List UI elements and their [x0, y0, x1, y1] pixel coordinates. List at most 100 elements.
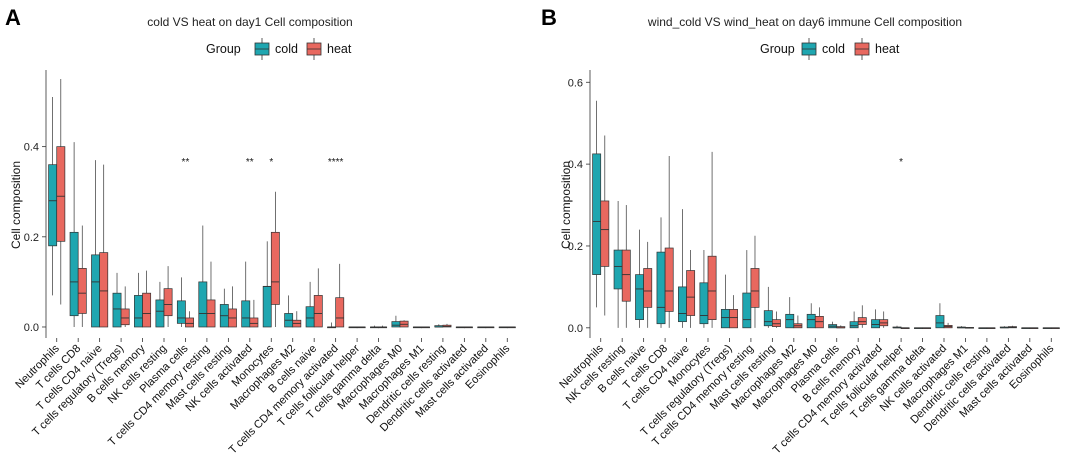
- panel-a-ytick-label: 0.4: [24, 142, 39, 154]
- panel-a-legend: Group cold heat: [206, 38, 352, 60]
- panel-b-ytick-label: 0.6: [568, 77, 583, 89]
- panel-b-ylabel: Cell composition: [559, 161, 573, 249]
- panel-a-significance-marker: **: [182, 157, 190, 168]
- legend-b-heat-label: heat: [875, 42, 900, 56]
- panel-a-category-group: [112, 272, 130, 328]
- panel-b-box-cold: [892, 325, 902, 329]
- panel-b-box-cold: [1021, 327, 1031, 329]
- panel-b-legend: Group cold heat: [760, 38, 900, 60]
- iqr-box: [120, 308, 130, 326]
- legend-a-cold-label: cold: [275, 42, 298, 56]
- panel-b-box-cold: [635, 229, 644, 328]
- panel-b-box-cold: [742, 250, 752, 329]
- panel-a-category-group: [241, 261, 259, 328]
- panel-b-box-cold: [914, 327, 923, 329]
- panel-b-category-group: [785, 297, 803, 329]
- panel-b-category-group: [806, 303, 824, 329]
- iqr-box: [77, 268, 87, 314]
- panel-a-box-heat: [313, 268, 323, 328]
- panel-a-category-group: [155, 266, 173, 328]
- panel-a-box-heat: [142, 270, 152, 328]
- panel-a-box-cold: [348, 326, 358, 329]
- panel-a-box-cold: [91, 160, 100, 328]
- panel-a-category-group: [391, 315, 409, 328]
- panel-a-box-heat: [292, 311, 302, 328]
- iqr-box: [806, 313, 816, 329]
- panel-b-box-heat: [643, 241, 653, 328]
- panel-a-box-heat: [399, 320, 409, 328]
- panel-a-box-cold: [391, 315, 401, 328]
- panel-b-box-heat: [943, 322, 953, 329]
- panel-a-category-group: [198, 225, 216, 328]
- panel-b-box-heat: [707, 151, 717, 328]
- panel-a-box-cold: [327, 322, 336, 329]
- panel-a-category-group: [305, 268, 323, 328]
- panel-b-category-group: [978, 327, 996, 329]
- panel-a-box-cold: [241, 261, 251, 328]
- iqr-box: [48, 164, 58, 247]
- panel-a-box-heat: [335, 263, 345, 328]
- panel-b-box-cold: [785, 297, 795, 329]
- iqr-box: [313, 295, 323, 328]
- panel-a-category-group: [477, 326, 495, 329]
- panel-b-category-group: [914, 327, 932, 329]
- iqr-box: [613, 249, 623, 290]
- iqr-box: [849, 321, 859, 329]
- panel-b-box-cold: [656, 217, 666, 328]
- panel-a-box-heat: [206, 261, 216, 328]
- iqr-box: [241, 300, 251, 328]
- panel-b-box-heat: [750, 235, 760, 328]
- panel-a-box-heat: [421, 326, 430, 329]
- iqr-box: [185, 317, 194, 328]
- panel-b-letter: B: [541, 5, 557, 30]
- panel-b-box-heat: [1008, 325, 1017, 329]
- iqr-box: [198, 281, 208, 328]
- panel-b-category-group: [635, 229, 653, 328]
- iqr-box: [91, 254, 100, 328]
- panel-b-box-cold: [699, 250, 709, 328]
- iqr-box: [305, 306, 315, 328]
- legend-a-cold-key: [254, 38, 270, 60]
- iqr-box: [750, 268, 760, 308]
- panel-a-category-group: [348, 326, 366, 329]
- panel-b-box-cold: [935, 303, 945, 329]
- panel-a-category-group: [219, 286, 237, 328]
- panel-a-box-cold: [69, 142, 79, 327]
- panel-a-box-heat: [99, 164, 109, 328]
- iqr-box: [742, 292, 752, 329]
- iqr-box: [99, 252, 109, 328]
- panel-a-box-cold: [477, 326, 487, 329]
- panel-a-significance-marker: *: [269, 157, 273, 168]
- iqr-box: [155, 299, 165, 328]
- panel-b-box-cold: [720, 274, 730, 329]
- panel-a-box-heat: [485, 326, 495, 329]
- iqr-box: [935, 315, 945, 329]
- panel-b-box-heat: [857, 305, 867, 328]
- panel-a-box-heat: [270, 191, 280, 327]
- legend-b-title: Group: [760, 42, 795, 56]
- panel-b-category-group: [1042, 327, 1060, 329]
- iqr-box: [699, 282, 709, 325]
- panel-a-category-group: [327, 263, 345, 329]
- panel-b-box-heat: [686, 250, 696, 328]
- panel-a-box-heat: [356, 326, 366, 329]
- iqr-box: [635, 274, 644, 320]
- iqr-box: [621, 249, 631, 302]
- panel-b-box-cold: [806, 303, 816, 329]
- panel-b-box-heat: [814, 307, 824, 329]
- panel-b-ytick-label: 0.4: [568, 159, 583, 171]
- iqr-box: [442, 324, 452, 328]
- panel-a-category-group: [498, 326, 516, 329]
- iqr-box: [134, 295, 143, 328]
- panel-a-title: cold VS heat on day1 Cell composition: [147, 15, 352, 29]
- legend-a-title: Group: [206, 42, 241, 56]
- panel-b-category-group: [999, 325, 1017, 329]
- panel-b-box-heat: [965, 326, 974, 329]
- panel-a-ytick-label: 0.0: [24, 322, 39, 334]
- iqr-box: [142, 292, 152, 328]
- panel-b-box-cold: [999, 326, 1009, 329]
- legend-b-heat-key: [854, 38, 870, 60]
- panel-b-significance-marker: *: [899, 157, 903, 168]
